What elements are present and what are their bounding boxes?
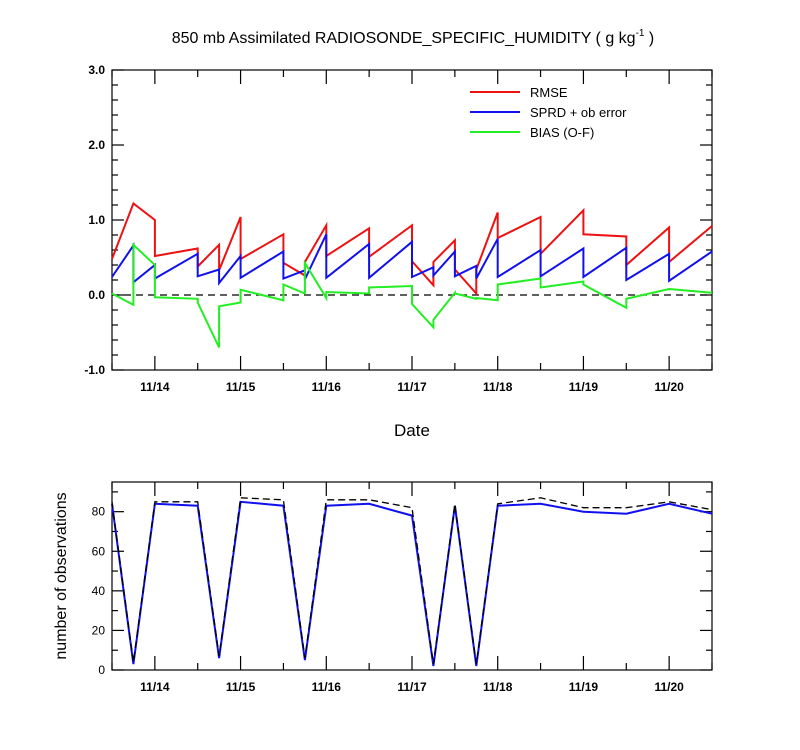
top-panel: 11/14 11/15 11/16 11/17 11/18 11/19 11/20 -1.0 0… xyxy=(84,63,713,440)
x-tick-label: 11/16 xyxy=(312,380,342,394)
x-tick-label: 11/19 xyxy=(569,680,599,694)
series-line-observations-used xyxy=(111,500,713,667)
bottom-panel: 11/14 11/15 11/16 11/17 11/18 11/19 11/20 0 20 40… xyxy=(53,481,713,694)
chart-title: 850 mb Assimilated RADIOSONDE_SPECIFIC_H… xyxy=(172,28,655,47)
y-tick-label: 0.0 xyxy=(88,288,105,302)
y-tick-label: 0 xyxy=(98,663,105,677)
y-tick-label: 40 xyxy=(92,584,106,598)
legend: RMSE SPRD + ob error BIAS (O-F) xyxy=(470,85,627,140)
y-tick-label: -1.0 xyxy=(84,363,105,377)
bottom-series-group xyxy=(111,497,713,667)
y-tick-label: 80 xyxy=(92,505,106,519)
x-tick-label: 11/17 xyxy=(397,380,427,394)
legend-label-sprd-ob-error: SPRD + ob error xyxy=(530,105,627,120)
series-line-rmse xyxy=(111,201,713,297)
y-tick-label: 3.0 xyxy=(88,63,105,77)
x-tick-label: 11/19 xyxy=(569,380,599,394)
x-tick-label: 11/15 xyxy=(226,680,256,694)
y-axis-label: number of observations xyxy=(53,492,70,659)
x-tick-label: 11/18 xyxy=(483,380,513,394)
x-tick-label: 11/14 xyxy=(140,380,170,394)
top-series-group xyxy=(111,201,713,348)
x-axis-label: Date xyxy=(394,421,430,440)
x-tick-label: 11/17 xyxy=(397,680,427,694)
x-tick-label: 11/20 xyxy=(654,380,684,394)
x-tick-label: 11/20 xyxy=(654,680,684,694)
legend-label-bias-o-f: BIAS (O-F) xyxy=(530,125,594,140)
x-tick-label: 11/16 xyxy=(312,680,342,694)
bottom-axis-ticks: 11/14 11/15 11/16 11/17 11/18 11/19 11/20 0 20 40… xyxy=(92,482,713,694)
y-tick-label: 1.0 xyxy=(88,213,105,227)
x-tick-label: 11/14 xyxy=(140,680,170,694)
series-line-observations-possible xyxy=(111,497,713,665)
x-tick-label: 11/15 xyxy=(226,380,256,394)
x-tick-label: 11/18 xyxy=(483,680,513,694)
y-tick-label: 20 xyxy=(92,623,106,637)
series-line-bias-o-f xyxy=(111,242,713,348)
top-axis-ticks: 11/14 11/15 11/16 11/17 11/18 11/19 11/20 -1.0 0… xyxy=(84,63,713,394)
y-tick-label: 60 xyxy=(92,544,106,558)
y-tick-label: 2.0 xyxy=(88,138,105,152)
series-line-sprd-ob-error xyxy=(111,233,713,286)
legend-label-rmse: RMSE xyxy=(530,85,568,100)
